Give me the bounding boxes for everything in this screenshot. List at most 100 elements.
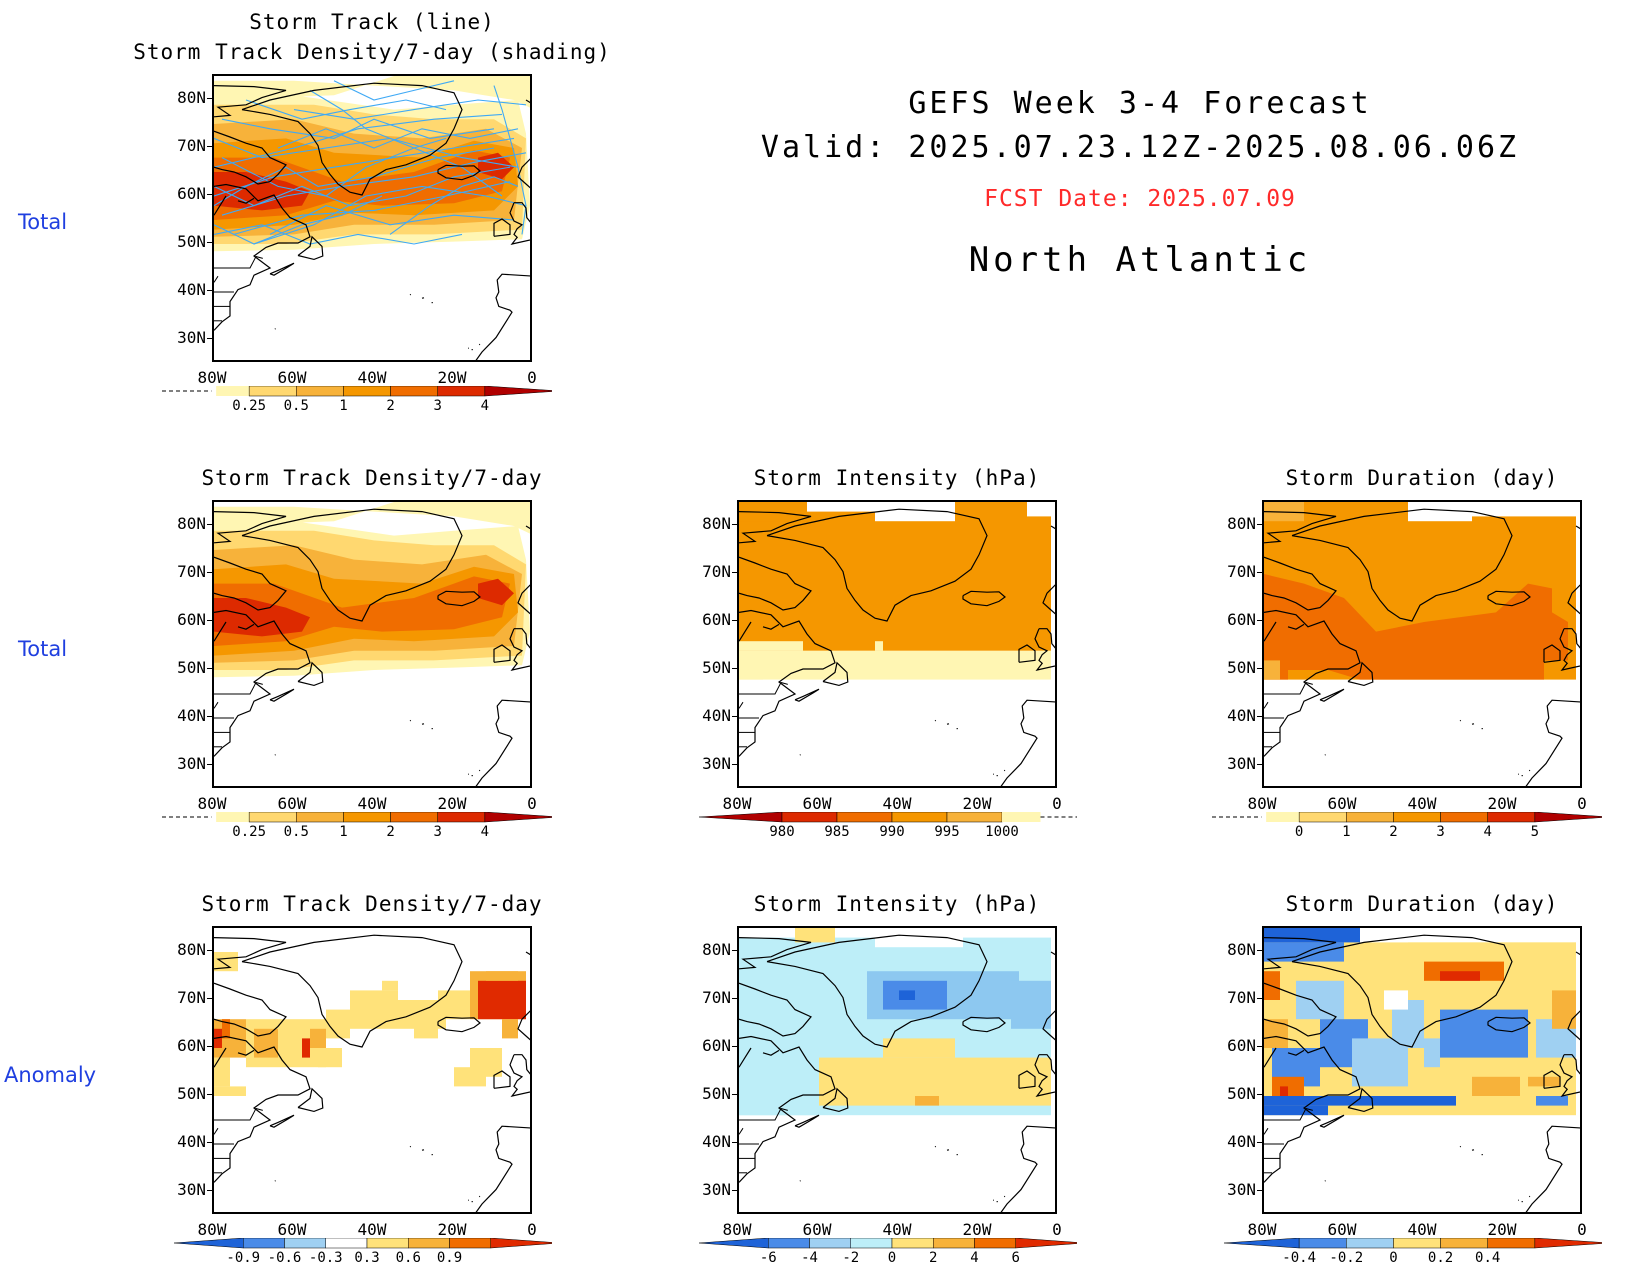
lon-label: 20W xyxy=(1487,794,1517,813)
colorbar-label: 3 xyxy=(433,824,442,840)
lat-label: 40N xyxy=(702,1132,731,1151)
colorbar-label: -2 xyxy=(842,1250,860,1266)
colorbar-5 xyxy=(687,1237,1086,1262)
lat-label: 80N xyxy=(702,940,731,959)
lon-label: 0 xyxy=(1052,1220,1062,1239)
panel-title-density_anom: Storm Track Density/7-day xyxy=(201,892,543,916)
colorbar-label: 985 xyxy=(824,824,850,840)
lat-label: 80N xyxy=(177,514,206,533)
lat-label: 80N xyxy=(177,88,206,107)
map-density_anom xyxy=(212,926,532,1214)
lat-label: 50N xyxy=(1227,1084,1256,1103)
lon-label: 60W xyxy=(802,794,832,813)
lat-label: 70N xyxy=(1227,562,1256,581)
lon-label: 20W xyxy=(962,794,992,813)
lat-label: 30N xyxy=(177,754,206,773)
lon-label: 20W xyxy=(437,1220,467,1239)
colorbar-label: 0.5 xyxy=(283,824,309,840)
panel-title-density: Storm Track Density/7-day xyxy=(201,466,543,490)
colorbar-label: -0.4 xyxy=(1282,1250,1316,1266)
lon-label: 80W xyxy=(722,1220,752,1239)
panel-title-intensity: Storm Intensity (hPa) xyxy=(753,466,1041,490)
row-label-total-1: Total xyxy=(18,210,68,234)
colorbar-label: 0.4 xyxy=(1475,1250,1501,1266)
lon-label: 40W xyxy=(357,1220,387,1239)
colorbar-label: 1 xyxy=(339,824,348,840)
lon-label: 80W xyxy=(1247,1220,1277,1239)
lon-label: 80W xyxy=(1247,794,1277,813)
lat-label: 80N xyxy=(1227,514,1256,533)
colorbar-label: -0.9 xyxy=(226,1250,261,1266)
lon-label: 80W xyxy=(197,1220,227,1239)
panel-title-duration_anom: Storm Duration (day) xyxy=(1285,892,1559,916)
lon-label: 80W xyxy=(197,794,227,813)
lat-label: 50N xyxy=(177,658,206,677)
colorbar-label: -0.6 xyxy=(267,1250,302,1266)
colorbar-label: 0.2 xyxy=(1427,1250,1454,1266)
panel-title-track: Storm Track Density/7-day (shading) xyxy=(133,40,611,64)
row-label-total-2: Total xyxy=(18,637,68,661)
lon-label: 40W xyxy=(882,794,912,813)
lat-label: 40N xyxy=(177,706,206,725)
lat-label: 50N xyxy=(177,1084,206,1103)
lon-label: 40W xyxy=(1407,1220,1437,1239)
colorbar-label: -0.3 xyxy=(308,1250,343,1266)
lon-label: 80W xyxy=(722,794,752,813)
lat-label: 50N xyxy=(702,658,731,677)
fcst-date: FCST Date: 2025.07.09 xyxy=(984,186,1296,212)
lat-label: 50N xyxy=(702,1084,731,1103)
lon-label: 40W xyxy=(882,1220,912,1239)
lat-label: 70N xyxy=(177,562,206,581)
lon-label: 0 xyxy=(1577,794,1587,813)
lat-label: 40N xyxy=(177,1132,206,1151)
row-label-anomaly: Anomaly xyxy=(4,1063,97,1087)
valid-period: Valid: 2025.07.23.12Z-2025.08.06.06Z xyxy=(760,130,1520,165)
lon-label: 0 xyxy=(527,1220,537,1239)
colorbar-label: -6 xyxy=(759,1250,777,1266)
lat-label: 60N xyxy=(702,610,731,629)
colorbar-label: 2 xyxy=(1389,824,1398,840)
colorbar-label: 990 xyxy=(879,824,905,840)
lon-label: 80W xyxy=(197,368,227,387)
lat-label: 40N xyxy=(1227,706,1256,725)
colorbar-label: 0.3 xyxy=(354,1250,380,1266)
lon-label: 0 xyxy=(1052,794,1062,813)
map-intensity_anom xyxy=(737,926,1057,1214)
lat-label: 40N xyxy=(1227,1132,1256,1151)
lat-label: 60N xyxy=(702,1036,731,1055)
lat-label: 80N xyxy=(177,940,206,959)
lat-label: 30N xyxy=(702,1180,731,1199)
lat-label: 70N xyxy=(1227,988,1256,1007)
colorbar-label: 1 xyxy=(1342,824,1351,840)
lat-label: 40N xyxy=(177,280,206,299)
lon-label: 0 xyxy=(527,368,537,387)
lon-label: 60W xyxy=(277,1220,307,1239)
colorbar-4 xyxy=(162,1237,561,1262)
colorbar-label: 4 xyxy=(480,398,490,414)
lon-label: 20W xyxy=(437,794,467,813)
lat-label: 60N xyxy=(177,1036,206,1055)
map-density xyxy=(212,500,532,788)
lon-label: 0 xyxy=(1577,1220,1587,1239)
colorbar-label: 6 xyxy=(1011,1250,1020,1266)
lat-label: 60N xyxy=(1227,610,1256,629)
colorbar-label: 1 xyxy=(339,398,348,414)
colorbar-label: 0.6 xyxy=(395,1250,421,1266)
lon-label: 40W xyxy=(1407,794,1437,813)
colorbar-label: 0 xyxy=(1294,824,1304,840)
panel-title-duration: Storm Duration (day) xyxy=(1285,466,1559,490)
colorbar-label: 3 xyxy=(1436,824,1445,840)
lat-label: 60N xyxy=(177,184,206,203)
colorbar-label: 980 xyxy=(769,824,795,840)
lon-label: 60W xyxy=(277,794,307,813)
colorbar-0 xyxy=(162,385,561,410)
colorbar-1 xyxy=(162,811,561,836)
colorbar-label: 4 xyxy=(480,824,490,840)
lat-label: 70N xyxy=(702,988,731,1007)
lat-label: 30N xyxy=(177,1180,206,1199)
colorbar-label: 4 xyxy=(1483,824,1492,840)
colorbar-label: 2 xyxy=(386,398,395,414)
colorbar-label: -4 xyxy=(801,1250,818,1266)
colorbar-label: 0.9 xyxy=(436,1250,463,1266)
colorbar-label: 2 xyxy=(929,1250,938,1266)
